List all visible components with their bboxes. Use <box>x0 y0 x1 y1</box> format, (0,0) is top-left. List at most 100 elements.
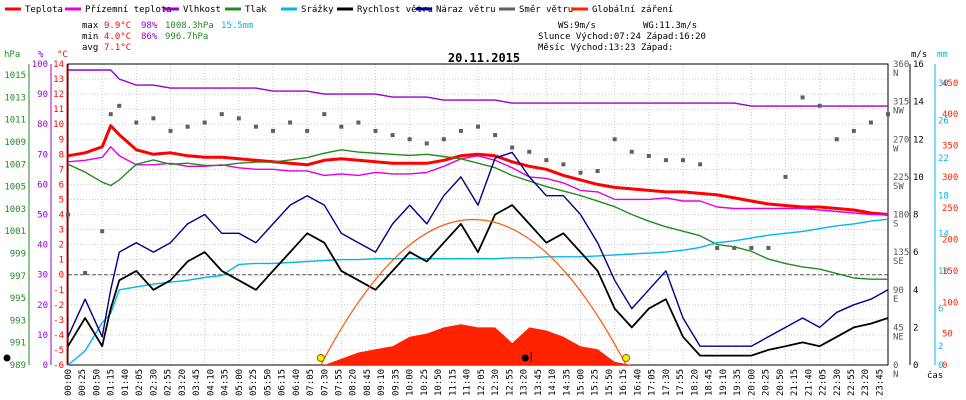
wind-dir-point-12 <box>253 124 258 129</box>
dir-tick-3: 135 <box>893 248 909 258</box>
x-tick-0: 00:00 <box>64 369 74 396</box>
wind-dir-point-25 <box>476 124 480 129</box>
wind-dir-point-43 <box>783 174 788 179</box>
stat-min-temp: 4.0°C <box>104 32 131 42</box>
wm2-tick-4: 200 <box>942 236 958 246</box>
x-tick-27: 11:15 <box>448 369 458 396</box>
sunset-marker <box>622 354 631 362</box>
x-tick-28: 11:40 <box>463 369 473 396</box>
degc-tick-5: -1 <box>53 286 64 296</box>
ms-tick-5: 10 <box>913 173 924 183</box>
wind-dir-point-14 <box>288 120 293 125</box>
pct-tick-1: 10 <box>37 331 48 341</box>
wind-dir-point-15 <box>305 128 310 133</box>
hpa-tick-1: 991 <box>10 339 26 349</box>
mm-tick-5: 10 <box>938 267 949 277</box>
wind-dir-point-2 <box>100 229 105 234</box>
sunrise-marker <box>316 354 325 362</box>
x-tick-52: 21:40 <box>804 369 814 396</box>
hpa-tick-11: 1011 <box>4 116 26 126</box>
degc-tick-16: 10 <box>53 120 64 130</box>
x-tick-53: 22:05 <box>819 369 829 396</box>
series-line-2 <box>68 69 888 107</box>
hpa-tick-3: 995 <box>10 294 26 304</box>
wind-dir-point-30 <box>561 162 566 167</box>
ms-tick-3: 6 <box>913 248 918 258</box>
dir-tick-1: 45 <box>893 323 904 333</box>
hpa-tick-2: 993 <box>10 316 26 326</box>
degc-tick-8: 2 <box>59 241 64 251</box>
wind-dir-point-37 <box>681 158 685 163</box>
x-tick-19: 07:55 <box>334 369 344 396</box>
stat-min-hum: 86% <box>141 32 158 42</box>
dir-tick-7: 315 <box>893 98 909 108</box>
x-tick-8: 03:20 <box>178 369 188 396</box>
mm-tick-15: 30 <box>938 79 949 89</box>
legend-label-6: Náraz větru <box>436 5 496 15</box>
legend: Teplota Přízemní teplota Vlhkost Tlak Srážky… <box>5 5 673 15</box>
legend-label-3: Tlak <box>245 5 267 15</box>
legend-label-8: Globální záření <box>592 5 673 15</box>
ms-tick-6: 12 <box>913 135 924 145</box>
degc-tick-4: -2 <box>53 301 64 311</box>
series-line-1 <box>67 146 888 216</box>
wm2-tick-8: 400 <box>942 110 958 120</box>
wind-dir-point-19 <box>373 128 378 133</box>
grid <box>67 63 889 366</box>
x-tick-46: 19:10 <box>719 369 729 396</box>
degc-tick-17: 11 <box>53 105 64 115</box>
dir-label-3: SE <box>893 257 904 267</box>
dir-label-0: N <box>893 370 898 380</box>
mm-tick-3: 6 <box>938 305 943 315</box>
wind-dir-point-38 <box>698 162 703 167</box>
wind-dir-point-33 <box>612 137 617 142</box>
hpa-tick-8: 1005 <box>4 183 26 193</box>
x-tick-48: 20:00 <box>747 369 757 396</box>
degc-tick-7: 1 <box>59 256 64 266</box>
pct-tick-7: 70 <box>37 150 48 160</box>
ms-tick-4: 8 <box>913 211 918 221</box>
x-tick-55: 22:55 <box>847 369 857 396</box>
mm-tick-13: 26 <box>938 116 949 126</box>
wind-dir-point-11 <box>236 116 241 121</box>
ms-tick-0: 0 <box>913 361 918 371</box>
pct-tick-3: 30 <box>37 271 48 281</box>
chart-title: 20.11.2015 <box>448 51 520 65</box>
wind-dir-point-0 <box>66 212 70 217</box>
dir-label-7: NW <box>893 107 904 117</box>
dir-tick-5: 225 <box>893 173 909 183</box>
x-tick-17: 07:05 <box>306 369 316 396</box>
wm2-tick-9: 450 <box>942 79 958 89</box>
series-line-0 <box>67 124 889 216</box>
x-tick-37: 15:25 <box>591 369 601 396</box>
wind-dir-point-4 <box>117 103 122 108</box>
wind-dir-point-36 <box>663 158 668 163</box>
stat-max-press: 1008.3hPa <box>165 21 214 31</box>
series-line-5 <box>67 204 889 357</box>
dir-tick-6: 270 <box>893 135 909 145</box>
x-tick-36: 15:00 <box>577 369 587 396</box>
x-tick-56: 23:20 <box>861 369 871 396</box>
degc-tick-19: 13 <box>53 75 64 85</box>
wind-dir-point-22 <box>424 141 429 146</box>
x-tick-9: 03:45 <box>192 369 202 396</box>
x-tick-34: 14:10 <box>548 369 558 396</box>
wind-dir-point-47 <box>851 128 856 133</box>
wm2-tick-3: 150 <box>942 267 958 277</box>
wind-dir-point-10 <box>219 112 224 117</box>
ms-tick-2: 4 <box>913 286 918 296</box>
info-sun: Slunce Východ:07:24 Západ:16:20 <box>538 32 706 42</box>
wind-dir-point-34 <box>629 149 634 154</box>
degc-tick-3: -3 <box>53 316 64 326</box>
x-tick-3: 01:15 <box>107 369 117 396</box>
hpa-tick-13: 1015 <box>4 71 26 81</box>
stat-min-label: min <box>82 32 98 42</box>
stat-max-hum: 98% <box>141 21 158 31</box>
hpa-tick-0: 989 <box>10 361 26 371</box>
legend-label-1: Přízemní teplota <box>85 5 172 15</box>
x-tick-32: 13:20 <box>520 369 530 396</box>
wm2-tick-1: 50 <box>942 330 953 340</box>
x-tick-47: 19:35 <box>733 369 743 396</box>
wind-dir-point-5 <box>134 120 139 125</box>
wind-dir-point-40 <box>732 245 737 250</box>
